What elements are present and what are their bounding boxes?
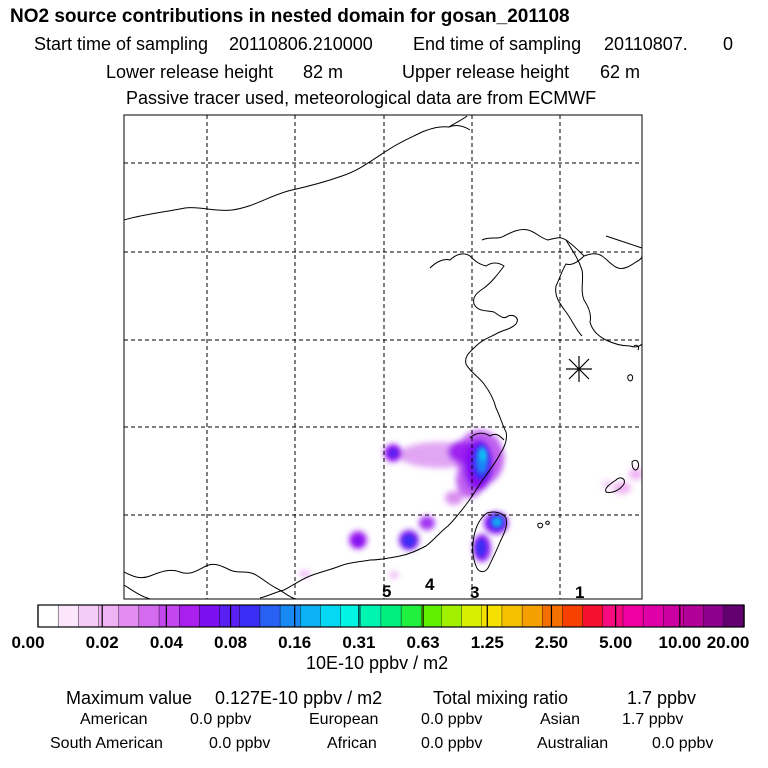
total-mixing-value: 1.7 ppbv — [627, 688, 697, 708]
colorbar-tick-label: 0.63 — [406, 633, 440, 652]
colorbar-swatch — [562, 604, 584, 628]
start-time-value: 20110806.210000 — [229, 34, 373, 54]
colorbar-swatch — [501, 604, 523, 628]
region-value-south-american: 0.0 ppbv — [209, 735, 271, 752]
lat-lon-grid — [124, 115, 642, 599]
region-value-european: 0.0 ppbv — [421, 711, 483, 728]
colorbar-swatch — [259, 604, 281, 628]
colorbar-swatch — [461, 604, 483, 628]
colorbar-swatch — [239, 604, 261, 628]
region-value-asian: 1.7 ppbv — [622, 711, 684, 728]
colorbar-swatch — [300, 604, 322, 628]
colorbar-tick-label: 0.02 — [85, 633, 119, 652]
colorbar-swatch — [78, 604, 100, 628]
colorbar-swatch — [360, 604, 382, 628]
region-name-australian: Australian — [537, 735, 609, 752]
max-value-label: Maximum value — [66, 688, 193, 708]
colorbar-swatch — [642, 604, 664, 628]
colorbar-swatch — [723, 604, 745, 628]
colorbar-swatch — [57, 604, 79, 628]
colorbar-swatch — [582, 604, 604, 628]
colorbar-tick-label: 0.00 — [11, 633, 45, 652]
colorbar-swatch — [683, 604, 705, 628]
colorbar-swatch — [219, 604, 241, 628]
start-time-label: Start time of sampling — [34, 34, 209, 54]
region-name-asian: Asian — [540, 711, 581, 728]
colorbar-swatch — [118, 604, 140, 628]
asterisk-icon — [566, 356, 592, 382]
region-label-1: 1 — [575, 583, 584, 602]
upper-height-label: Upper release height — [402, 62, 570, 82]
colorbar-tick-label: 5.00 — [599, 633, 633, 652]
colorbar-swatches — [37, 604, 745, 628]
end-time-suffix: 0 — [723, 34, 734, 54]
colorbar-swatch — [521, 604, 543, 628]
region-name-south-american: South American — [50, 735, 163, 752]
upper-height-value: 62 m — [600, 62, 641, 82]
region-name-african: African — [327, 735, 377, 752]
colorbar-swatch — [178, 604, 200, 628]
colorbar-swatch — [320, 604, 342, 628]
colorbar-tick-label: 0.04 — [149, 633, 183, 652]
colorbar-swatch — [400, 604, 422, 628]
colorbar-tick-label: 1.25 — [470, 633, 504, 652]
colorbar-swatch — [380, 604, 402, 628]
colorbar-swatch — [481, 604, 503, 628]
total-mixing-label: Total mixing ratio — [433, 688, 569, 708]
region-value-african: 0.0 ppbv — [421, 735, 483, 752]
colorbar-units: 10E-10 ppbv / m2 — [306, 653, 449, 673]
colorbar — [37, 604, 745, 628]
lower-height-value: 82 m — [303, 62, 344, 82]
colorbar-swatch — [703, 604, 725, 628]
colorbar-tick-label: 0.31 — [342, 633, 376, 652]
colorbar-swatch — [199, 604, 221, 628]
end-time-value: 20110807. — [604, 34, 688, 54]
lower-height-label: Lower release height — [106, 62, 274, 82]
colorbar-swatch — [542, 604, 564, 628]
colorbar-swatch — [602, 604, 624, 628]
colorbar-swatch — [37, 604, 59, 628]
region-label-5: 5 — [382, 582, 391, 601]
max-value: 0.127E-10 ppbv / m2 — [215, 688, 383, 708]
map-frame — [123, 114, 643, 600]
colorbar-swatch — [279, 604, 301, 628]
region-value-american: 0.0 ppbv — [190, 711, 252, 728]
colorbar-ticks — [37, 605, 745, 627]
colorbar-swatch — [340, 604, 362, 628]
colorbar-swatch — [138, 604, 160, 628]
colorbar-swatch — [421, 604, 443, 628]
colorbar-tick-label: 2.50 — [534, 633, 568, 652]
region-value-australian: 0.0 ppbv — [652, 735, 714, 752]
colorbar-tick-label: 0.08 — [213, 633, 248, 652]
coastlines — [124, 115, 642, 599]
colorbar-swatch — [622, 604, 644, 628]
region-label-4: 4 — [425, 575, 435, 594]
region-label-3: 3 — [470, 583, 479, 602]
tracer-note: Passive tracer used, meteorological data… — [126, 88, 597, 108]
colorbar-swatch — [663, 604, 685, 628]
page-title: NO2 source contributions in nested domai… — [10, 6, 570, 27]
region-name-european: European — [309, 711, 379, 728]
colorbar-tick-label: 0.16 — [278, 633, 312, 652]
colorbar-tick-label: 20.00 — [706, 633, 750, 652]
end-time-label: End time of sampling — [413, 34, 582, 54]
colorbar-tick-label: 10.00 — [658, 633, 702, 652]
colorbar-swatch — [158, 604, 180, 628]
region-name-american: American — [80, 711, 148, 728]
colorbar-swatch — [441, 604, 463, 628]
concentration-plume — [299, 430, 642, 579]
